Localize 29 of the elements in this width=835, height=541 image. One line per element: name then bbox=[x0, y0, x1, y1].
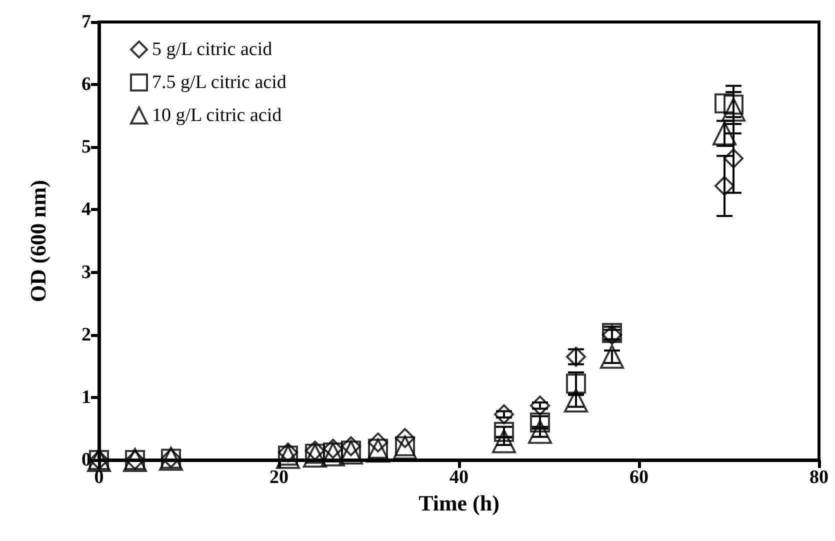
y-tick-label: 5 bbox=[82, 136, 91, 158]
y-axis-title: OD (600 nm) bbox=[26, 180, 50, 302]
point bbox=[564, 388, 588, 413]
y-tick-label: 2 bbox=[82, 324, 91, 346]
point bbox=[303, 444, 327, 468]
point bbox=[366, 438, 390, 463]
y-tick-label: 3 bbox=[82, 262, 91, 283]
point bbox=[530, 396, 550, 416]
point bbox=[714, 176, 734, 196]
x-tick-label: 20 bbox=[270, 467, 288, 488]
legend-label: 7.5 g/L citric acid bbox=[152, 72, 287, 93]
x-tick-label: 80 bbox=[810, 467, 828, 488]
x-axis-title: Time (h) bbox=[418, 490, 500, 516]
y-tick-label: 4 bbox=[82, 199, 92, 220]
point bbox=[528, 420, 552, 444]
point bbox=[339, 440, 363, 464]
y-tick-label: 6 bbox=[82, 74, 91, 96]
legend-label: 10 g/L citric acid bbox=[152, 105, 282, 126]
y-tick-label: 1 bbox=[82, 386, 91, 408]
x-tick-label: 40 bbox=[450, 467, 468, 488]
point bbox=[724, 148, 744, 168]
point bbox=[492, 429, 516, 454]
y-tick-label: 7 bbox=[82, 12, 92, 32]
point bbox=[600, 344, 624, 369]
point bbox=[321, 442, 345, 466]
point bbox=[494, 404, 514, 424]
x-tick-label: 60 bbox=[630, 467, 648, 488]
legend-label: 5 g/L citric acid bbox=[152, 39, 273, 60]
point bbox=[722, 98, 746, 122]
